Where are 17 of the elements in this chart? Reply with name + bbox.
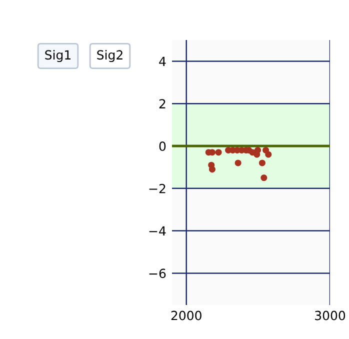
y-tick-label: −6 — [149, 268, 166, 278]
y-tick-label: 2 — [159, 99, 166, 108]
point — [215, 149, 222, 156]
point — [265, 151, 272, 158]
x-tick-label: 2000 — [171, 310, 202, 320]
y-tick-label: 4 — [159, 56, 166, 66]
point — [208, 166, 216, 173]
text: Sig1 — [45, 50, 70, 62]
point — [258, 160, 266, 166]
text: Sig2 — [97, 50, 122, 62]
point — [234, 160, 242, 166]
y-tick-label: −4 — [149, 226, 166, 236]
x-tick-label: 3000 — [315, 310, 346, 320]
y-tick-label: −2 — [149, 184, 166, 194]
point — [260, 174, 268, 182]
y-tick-label: 0 — [159, 141, 166, 151]
point — [254, 146, 262, 154]
